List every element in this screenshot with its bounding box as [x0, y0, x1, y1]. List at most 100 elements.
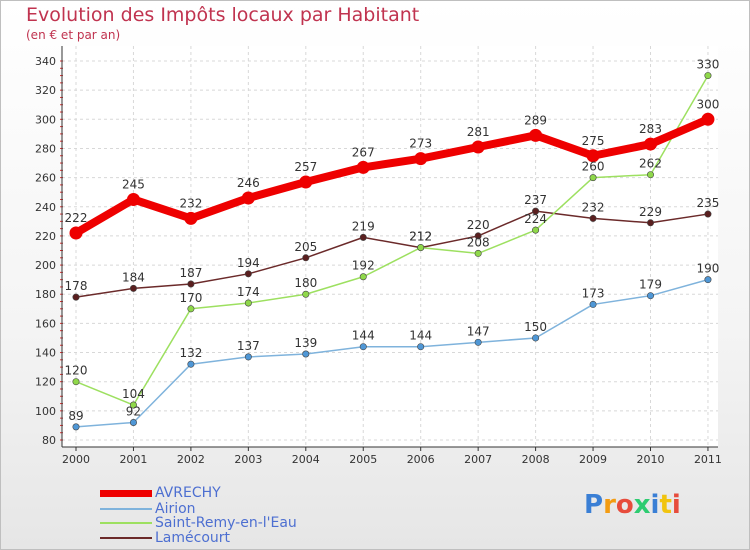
legend-swatch-airion	[100, 508, 152, 510]
data-label-avrechy: 300	[696, 97, 719, 111]
data-label-lam-court: 232	[582, 200, 605, 214]
data-label-saint-remy-en-l-eau: 212	[409, 230, 432, 244]
data-point-airion	[532, 334, 540, 342]
data-label-saint-remy-en-l-eau: 192	[352, 259, 375, 273]
legend-item-airion[interactable]: Airion	[100, 502, 196, 516]
y-tick-label: 340	[35, 55, 56, 68]
data-point-avrechy	[586, 149, 600, 163]
data-label-airion: 139	[294, 336, 317, 350]
data-point-saint-remy-en-l-eau	[302, 290, 310, 298]
y-tick-label: 180	[35, 288, 56, 301]
data-point-saint-remy-en-l-eau	[244, 299, 252, 307]
data-label-lam-court: 229	[639, 205, 662, 219]
y-tick-label: 160	[35, 317, 56, 330]
y-tick-label: 120	[35, 376, 56, 389]
data-label-saint-remy-en-l-eau: 262	[639, 157, 662, 171]
legend-label-airion: Airion	[155, 501, 196, 517]
y-tick-label: 140	[35, 347, 56, 360]
data-label-avrechy: 245	[122, 177, 145, 191]
data-point-lam-court	[72, 293, 80, 301]
x-tick-label: 2002	[177, 453, 205, 466]
data-point-lam-court	[244, 270, 252, 278]
logo-letter: P	[584, 490, 604, 520]
data-point-avrechy	[69, 226, 83, 240]
data-point-saint-remy-en-l-eau	[72, 378, 80, 386]
x-tick-label: 2004	[292, 453, 320, 466]
data-point-avrechy	[414, 152, 428, 166]
data-point-avrechy	[644, 137, 657, 151]
data-point-avrechy	[299, 175, 313, 189]
data-point-airion	[187, 360, 195, 368]
data-label-airion: 190	[696, 262, 719, 276]
y-tick-label: 220	[35, 230, 56, 243]
data-label-saint-remy-en-l-eau: 180	[294, 276, 317, 290]
legend-label-lamecourt: Lamécourt	[155, 530, 231, 546]
legend-item-saint-remy[interactable]: Saint-Remy-en-l'Eau	[100, 516, 297, 530]
data-point-lam-court	[704, 210, 712, 218]
logo-letter: t	[659, 490, 672, 520]
data-label-avrechy: 289	[524, 113, 547, 127]
legend-label-saint-remy: Saint-Remy-en-l'Eau	[155, 515, 297, 531]
data-point-avrechy	[241, 191, 255, 205]
logo-letter: x	[633, 490, 651, 520]
x-tick-label: 2010	[637, 453, 665, 466]
legend-item-lamecourt[interactable]: Lamécourt	[100, 531, 230, 545]
data-point-lam-court	[474, 232, 482, 240]
logo-letter: i	[671, 490, 681, 520]
legend-item-avrechy[interactable]: AVRECHY	[100, 486, 221, 500]
data-point-avrechy	[126, 192, 140, 206]
x-tick-label: 2009	[579, 453, 607, 466]
data-point-airion	[302, 350, 310, 358]
data-point-airion	[359, 343, 367, 351]
x-tick-label: 2000	[62, 453, 90, 466]
data-point-airion	[129, 419, 137, 427]
data-point-lam-court	[187, 280, 195, 288]
data-label-lam-court: 220	[467, 218, 490, 232]
axes: 80 100 120 140 160 180 200 220 240 260 280 300 320 34…	[35, 46, 722, 466]
data-point-lam-court	[302, 254, 310, 262]
data-point-avrechy	[356, 160, 370, 174]
series-lines	[69, 72, 715, 431]
logo-letter: i	[650, 490, 660, 520]
data-point-airion	[474, 338, 482, 346]
data-label-airion: 144	[409, 329, 432, 343]
x-tick-label: 2007	[464, 453, 492, 466]
data-point-saint-remy-en-l-eau	[187, 305, 195, 313]
legend-swatch-avrechy	[100, 489, 152, 497]
data-point-avrechy	[184, 211, 198, 225]
data-labels: 178 184 187 194 205 219 212 220 237 232 229 235 120 1…	[65, 58, 720, 423]
data-point-lam-court	[646, 219, 654, 227]
data-point-airion	[72, 423, 80, 431]
data-label-airion: 144	[352, 329, 375, 343]
legend-swatch-lamecourt	[100, 537, 152, 539]
data-label-airion: 179	[639, 278, 662, 292]
data-point-saint-remy-en-l-eau	[704, 72, 712, 80]
y-tick-label: 100	[35, 405, 56, 418]
series-line-saint-remy-en-l-eau	[75, 75, 709, 406]
data-label-avrechy: 232	[179, 196, 202, 210]
data-label-avrechy: 275	[582, 134, 605, 148]
data-label-avrechy: 222	[65, 211, 88, 225]
x-tick-label: 2005	[349, 453, 377, 466]
data-point-lam-court	[532, 207, 540, 215]
x-tick-label: 2006	[407, 453, 435, 466]
data-label-airion: 150	[524, 320, 547, 334]
data-label-avrechy: 281	[467, 125, 490, 139]
data-point-lam-court	[129, 284, 137, 292]
legend-swatch-saint-remy	[100, 522, 152, 524]
data-point-airion	[417, 343, 425, 351]
y-tick-label: 320	[35, 84, 56, 97]
data-point-airion	[646, 292, 654, 300]
y-tick-label: 300	[35, 113, 56, 126]
data-point-airion	[244, 353, 252, 361]
x-tick-label: 2011	[694, 453, 722, 466]
x-tick-label: 2001	[119, 453, 147, 466]
y-tick-label: 260	[35, 172, 56, 185]
data-point-airion	[589, 300, 597, 308]
data-label-lam-court: 187	[179, 266, 202, 280]
data-label-lam-court: 184	[122, 270, 145, 284]
data-label-saint-remy-en-l-eau: 174	[237, 285, 260, 299]
data-point-avrechy	[471, 140, 485, 154]
series-line-airion	[75, 278, 709, 428]
data-point-saint-remy-en-l-eau	[417, 244, 425, 252]
